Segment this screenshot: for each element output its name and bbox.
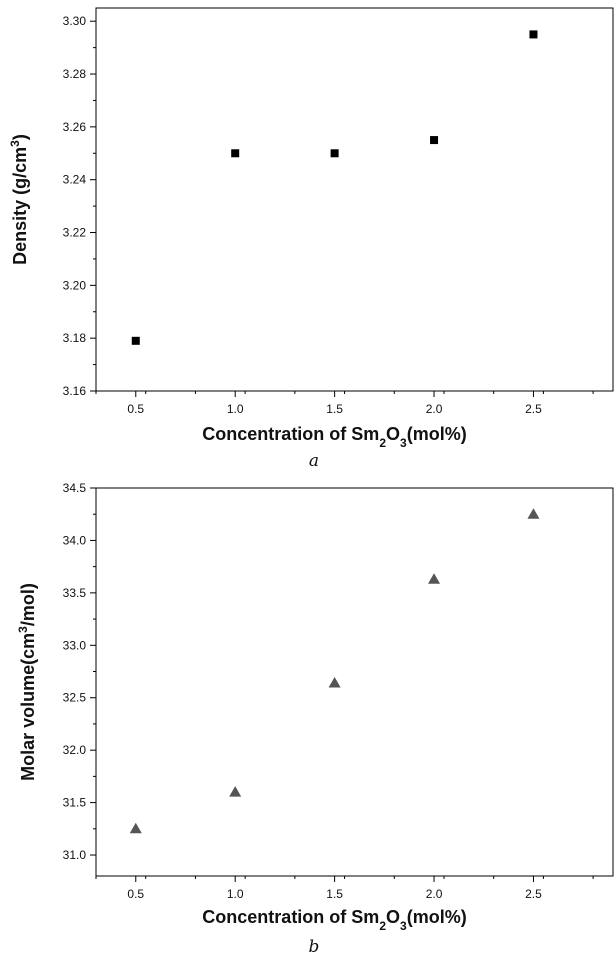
- y-tick-label: 32.5: [63, 691, 87, 705]
- y-tick-label: 33.5: [63, 586, 87, 600]
- x-tick-label: 0.5: [127, 887, 144, 901]
- x-tick-label: 2.5: [525, 402, 542, 416]
- y-tick-label: 33.0: [63, 638, 87, 652]
- y-tick-label: 3.24: [63, 173, 87, 187]
- data-point: [231, 149, 240, 158]
- data-point: [529, 30, 538, 39]
- y-tick-label: 34.5: [63, 481, 87, 495]
- y-tick-label: 3.16: [63, 384, 87, 398]
- x-tick-label: 2.0: [426, 402, 443, 416]
- y-tick-label: 3.26: [63, 120, 87, 134]
- y-tick-label: 32.0: [63, 743, 87, 757]
- y-tick-label: 3.18: [63, 331, 87, 345]
- data-point: [428, 573, 441, 584]
- data-point: [129, 822, 142, 834]
- x-tick-label: 0.5: [127, 402, 144, 416]
- x-tick-label: 1.5: [326, 402, 343, 416]
- figure-caption: b: [309, 937, 320, 957]
- y-tick-label: 3.30: [63, 14, 87, 28]
- y-tick-label: 31.5: [63, 796, 87, 810]
- chart-molar-volume: 0.5 1.0 1.5 2.0 2.5 31.0 31.5 32.0 32.5 33.0 33.5 3…: [16, 481, 614, 957]
- data-point: [430, 136, 439, 145]
- y-tick-label: 3.28: [63, 67, 87, 81]
- chart-density: 0.5 1.0 1.5 2.0 2.5 3.16 3.18 3.20 3.22 3.24 3.26 3…: [8, 7, 614, 471]
- x-tick-label: 2.5: [525, 887, 542, 901]
- y-tick-label: 31.0: [63, 848, 87, 862]
- data-point: [330, 149, 339, 158]
- x-axis-title: Concentration of Sm2O3(mol%): [202, 424, 466, 450]
- x-axis-title: Concentration of Sm2O3(mol%): [202, 907, 466, 933]
- plot-frame: [95, 7, 614, 392]
- x-tick-label: 2.0: [426, 887, 443, 901]
- y-axis-title: Molar volume(cm3/mol): [16, 583, 38, 781]
- y-tick-label: 3.22: [63, 226, 87, 240]
- x-tick-label: 1.0: [227, 402, 244, 416]
- y-tick-label: 3.20: [63, 278, 87, 292]
- y-axis-title: Density (g/cm3): [8, 134, 30, 265]
- plot-frame: [95, 487, 614, 877]
- data-point: [229, 786, 242, 797]
- figure-caption: a: [309, 451, 319, 471]
- data-point: [131, 336, 140, 345]
- data-point: [328, 677, 341, 688]
- data-point: [527, 508, 540, 519]
- y-tick-label: 34.0: [63, 533, 87, 547]
- x-tick-label: 1.0: [227, 887, 244, 901]
- x-tick-label: 1.5: [326, 887, 343, 901]
